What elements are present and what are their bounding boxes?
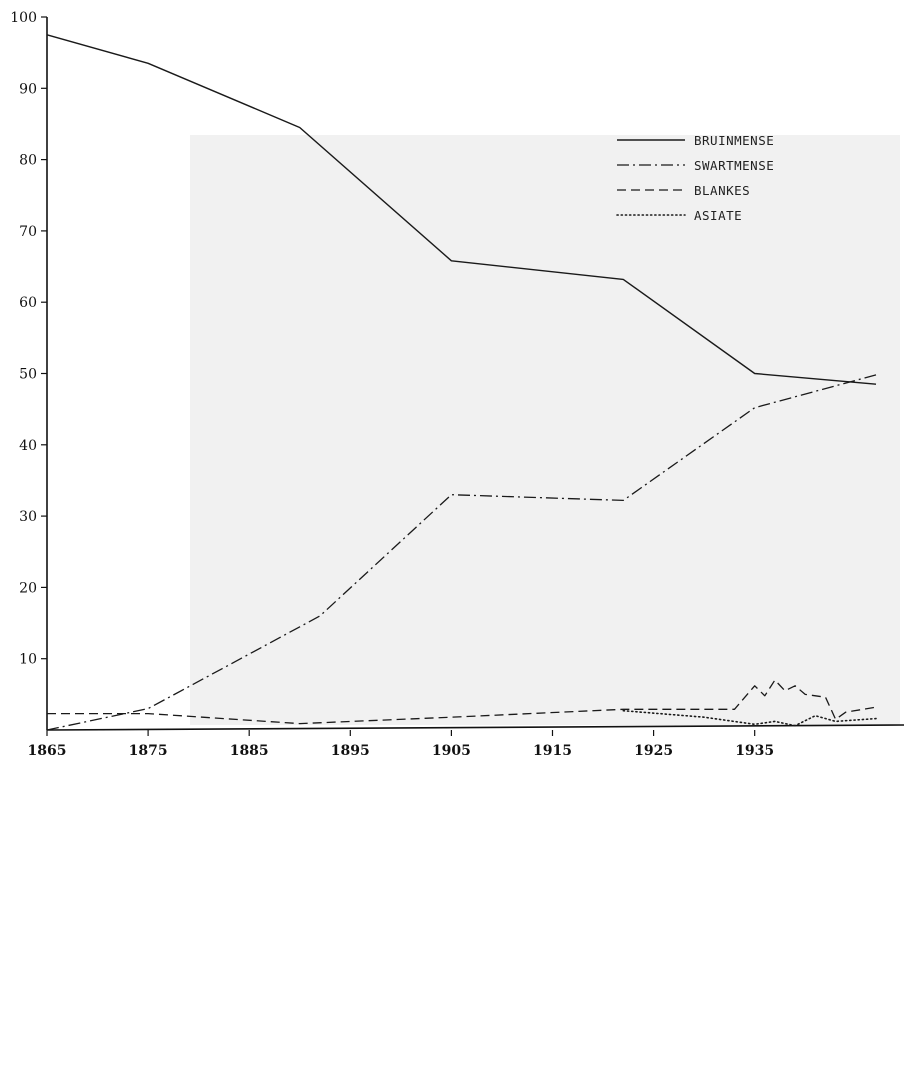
x-tick-label: 1925 [634, 743, 673, 759]
y-tick-label: 60 [19, 295, 37, 311]
x-tick-label: 1915 [533, 743, 572, 759]
x-axis-line [46, 724, 904, 731]
x-tick-label: 1905 [432, 743, 471, 759]
series-line-asiate [622, 709, 877, 727]
series-line-blankes [47, 679, 877, 725]
y-tick-label: 80 [19, 153, 37, 169]
legend-label: BLANKES [694, 183, 750, 198]
legend-label: ASIATE [694, 208, 742, 223]
x-tick-label: 1895 [331, 743, 370, 759]
x-tick-label: 1935 [735, 743, 774, 759]
y-tick-label: 70 [19, 224, 37, 240]
y-tick-label: 90 [19, 81, 37, 97]
legend-label: SWARTMENSE [694, 158, 774, 173]
x-tick-label: 1865 [28, 743, 67, 759]
x-tick-label: 1875 [129, 743, 168, 759]
series-group [46, 34, 877, 731]
x-tick-label: 1885 [230, 743, 269, 759]
y-tick-label: 40 [19, 438, 37, 454]
y-tick-label: 100 [10, 10, 37, 26]
legend-label: BRUINMENSE [694, 133, 774, 148]
y-tick-label: 20 [19, 580, 37, 596]
series-line-bruinmense [46, 34, 877, 385]
x-axis-ticks: 1865 1875 1885 1895 1905 1915 1925 1935 [28, 730, 774, 759]
y-tick-label: 50 [19, 367, 37, 383]
y-tick-label: 30 [19, 509, 37, 525]
y-tick-label: 10 [19, 652, 37, 668]
legend: BRUINMENSE SWARTMENSE BLANKES ASIATE [616, 133, 774, 223]
scan-background-panel [190, 135, 900, 725]
y-axis-ticks: 10 20 30 40 50 60 70 80 90 100 [10, 10, 47, 668]
